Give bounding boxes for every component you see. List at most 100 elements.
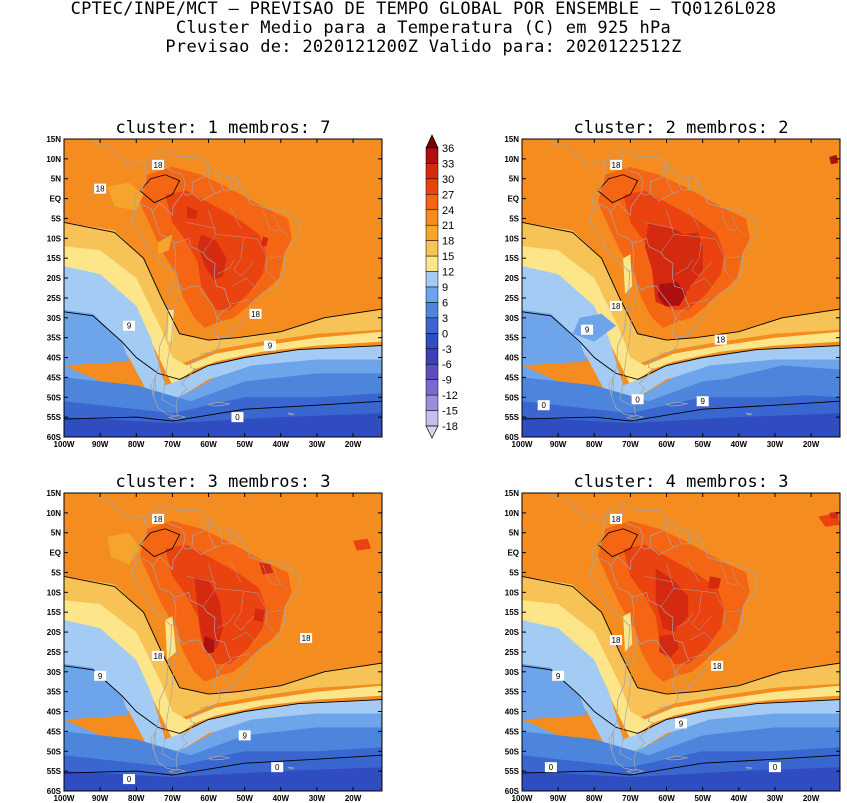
- state-border: [257, 238, 278, 283]
- lat-tick-label: 50S: [505, 747, 520, 756]
- country-border: [161, 283, 180, 407]
- contour-label-text: 0: [235, 413, 240, 422]
- contour-label: 18: [609, 300, 622, 311]
- state-border: [720, 210, 737, 231]
- contour-label: 18: [151, 159, 164, 170]
- lat-tick-label: 45S: [47, 727, 62, 736]
- country-border: [610, 192, 642, 217]
- state-border: [689, 277, 714, 289]
- lon-tick-label: 80W: [586, 440, 603, 449]
- south-america-coastline: [589, 148, 759, 417]
- isotherm-18-closed: [139, 174, 181, 204]
- country-border: [152, 212, 161, 235]
- lat-tick-label: 15S: [505, 608, 520, 617]
- country-border: [629, 622, 634, 626]
- temperature-band: [522, 600, 840, 740]
- isotherm-18-closed: [597, 528, 639, 558]
- lat-tick-label: 10S: [47, 588, 62, 597]
- colorbar-segment: [425, 271, 439, 288]
- map-panel-4: cluster: 4 membros: 3 18 18 18 9 9 0 0 15N 10N 5N E…: [504, 472, 841, 803]
- state-border: [217, 259, 235, 275]
- colorbar-segment: [425, 255, 439, 272]
- contour-label-box: [249, 308, 262, 319]
- colorbar-segment: [425, 194, 439, 211]
- country-border: [666, 520, 680, 548]
- header-line-3: Previsao de: 2020121200Z Valido para: 20…: [165, 37, 682, 57]
- lat-tick-label: 10S: [47, 234, 62, 243]
- temperature-band: [260, 236, 269, 247]
- temperature-band: [107, 182, 144, 211]
- country-border: [619, 637, 638, 761]
- lon-tick-label: 30W: [309, 794, 326, 803]
- country-border: [213, 672, 218, 691]
- colorbar-segment: [425, 348, 439, 365]
- lat-tick-label: 55S: [505, 767, 520, 776]
- island-outline: [608, 730, 615, 751]
- country-border: [688, 180, 698, 191]
- lat-tick-label: 40S: [47, 708, 62, 717]
- map-panel-3: cluster: 3 membros: 3 18 18 18 9 9 0 0 15N 10N 5N E…: [46, 472, 383, 803]
- lat-tick-label: 50S: [47, 747, 62, 756]
- state-border: [257, 592, 278, 637]
- lat-tick-label: 10N: [504, 509, 519, 518]
- temperature-band: [197, 234, 227, 281]
- lon-tick-label: 30W: [767, 794, 784, 803]
- lat-tick-label: 15S: [47, 608, 62, 617]
- colorbar-segment: [425, 333, 439, 350]
- country-border: [161, 637, 180, 761]
- colorbar-level-label: 9: [442, 282, 448, 294]
- isotherm-18: [522, 575, 840, 695]
- isotherm-0: [64, 754, 382, 776]
- lat-tick-label: 20S: [505, 274, 520, 283]
- state-border: [660, 209, 675, 253]
- panel-title: cluster: 1 membros: 7: [116, 118, 331, 138]
- country-border: [163, 508, 186, 547]
- temperature-band: [829, 511, 839, 519]
- island-outline: [150, 730, 157, 751]
- country-border: [601, 164, 605, 170]
- header-line-2: Cluster Medio para a Temperatura (C) em …: [175, 18, 672, 38]
- lat-tick-label: 5N: [509, 175, 519, 184]
- isotherm-9: [522, 311, 840, 380]
- island-outline: [287, 766, 295, 770]
- contour-label-box: [581, 324, 594, 335]
- contour-label-box: [544, 762, 557, 773]
- lat-tick-label: 50S: [505, 393, 520, 402]
- state-border: [715, 238, 736, 283]
- colorbar-segment: [425, 394, 439, 411]
- temperature-band: [194, 576, 223, 652]
- country-border: [676, 529, 689, 545]
- contour-label: 9: [581, 324, 594, 335]
- lon-tick-label: 100W: [54, 794, 75, 803]
- country-border: [208, 166, 222, 194]
- country-border: [621, 154, 644, 193]
- island-outline: [626, 415, 645, 420]
- lat-tick-label: EQ: [49, 549, 61, 558]
- temperature-band: [829, 154, 839, 165]
- lat-tick-label: 15N: [46, 135, 61, 144]
- contour-label-text: 9: [242, 731, 247, 740]
- temperature-band: [522, 620, 840, 760]
- country-border: [592, 556, 611, 567]
- country-border: [213, 318, 218, 337]
- state-border: [675, 259, 693, 275]
- island-outline: [168, 769, 187, 774]
- lat-tick-label: 20S: [47, 274, 62, 283]
- country-border: [629, 268, 634, 272]
- contour-label-box: [537, 400, 550, 411]
- colorbar-level-label: 0: [442, 328, 448, 340]
- colorbar-level-label: 6: [442, 297, 448, 309]
- temperature-band: [64, 620, 382, 760]
- state-border: [660, 563, 675, 607]
- isotherm-0: [522, 400, 840, 422]
- contour-label-text: 0: [275, 763, 280, 772]
- lon-tick-label: 60W: [200, 794, 217, 803]
- lon-tick-label: 50W: [236, 794, 253, 803]
- state-border: [675, 613, 693, 629]
- contour-label-text: 9: [556, 672, 561, 681]
- contour-label-text: 18: [154, 161, 163, 170]
- lat-tick-label: 10N: [504, 155, 519, 164]
- colorbar-level-label: 21: [442, 220, 454, 232]
- lat-tick-label: 10N: [46, 155, 61, 164]
- lat-tick-label: 55S: [47, 767, 62, 776]
